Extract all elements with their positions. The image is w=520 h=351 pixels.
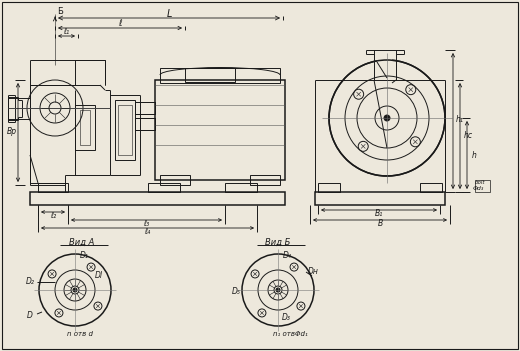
Text: n отв d: n отв d [67,331,93,337]
Text: h₁: h₁ [456,115,464,125]
Bar [160,175,190,185]
Text: Φd₃: Φd₃ [472,185,484,191]
Text: L: L [166,9,172,19]
Text: Б: Б [57,7,63,15]
Bar [30,192,285,205]
Bar [155,80,285,180]
Bar [160,68,280,83]
Text: B₁: B₁ [375,210,383,219]
Text: Вид Б: Вид Б [265,238,291,246]
Text: Вид А: Вид А [69,238,95,246]
Circle shape [73,288,77,292]
Text: Dн: Dн [307,267,318,277]
Text: B: B [378,219,383,229]
Text: h: h [472,151,476,159]
Text: ℓ₄: ℓ₄ [144,227,150,237]
Bar [225,183,257,192]
Bar [250,175,280,185]
Text: D: D [27,311,33,320]
Text: Dl: Dl [95,271,103,279]
Text: D₃: D₃ [281,313,291,323]
Text: D₁: D₁ [80,252,89,260]
Text: Bp: Bp [7,127,17,137]
Text: ℓ₂: ℓ₂ [50,212,56,220]
Text: hc: hc [463,132,473,140]
Text: ℓ₁: ℓ₁ [63,27,69,37]
Text: n₁ отвΦd₁: n₁ отвΦd₁ [272,331,307,337]
Bar [80,110,90,145]
Circle shape [384,115,390,121]
Bar [420,183,442,192]
Bar [148,183,180,192]
Text: bolt: bolt [475,180,485,185]
Text: ℓ: ℓ [118,20,122,28]
Bar [118,105,132,155]
Text: D₄: D₄ [283,252,292,260]
Bar [75,105,95,150]
Text: D₅: D₅ [231,287,240,297]
Bar [135,102,155,114]
Text: ℓ₃: ℓ₃ [143,219,149,229]
Bar [315,192,445,205]
Bar [115,100,135,160]
Bar [475,180,490,192]
Bar [38,183,68,192]
Bar [185,68,235,82]
Bar [318,183,340,192]
Circle shape [276,288,280,292]
Bar [135,118,155,130]
Text: D₂: D₂ [25,278,34,286]
